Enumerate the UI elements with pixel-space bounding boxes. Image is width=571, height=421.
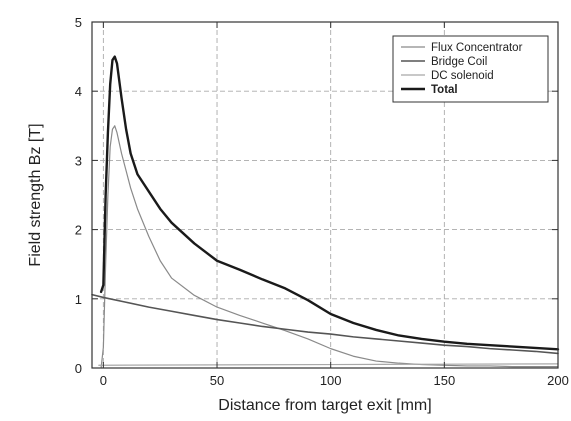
series-lines — [91, 55, 560, 369]
y-tick-label: 2 — [75, 223, 82, 238]
legend: Flux Concentrator Bridge Coil DC solenoid T… — [392, 35, 549, 103]
series-line-bridge-coil — [91, 293, 559, 355]
y-tick-label: 0 — [75, 361, 82, 376]
legend-label: Bridge Coil — [431, 56, 487, 68]
axis-ticks: 0 50 100 150 200 0 1 2 3 4 5 — [75, 15, 569, 388]
x-tick-label: 100 — [320, 373, 342, 388]
legend-label: Flux Concentrator — [431, 42, 523, 54]
y-tick-label: 1 — [75, 292, 82, 307]
y-tick-label: 4 — [75, 84, 82, 99]
plot-frame — [91, 21, 559, 369]
series-line-flux-concentrator — [100, 125, 559, 369]
x-tick-label: 150 — [433, 373, 455, 388]
y-tick-label: 5 — [75, 15, 82, 30]
legend-label: Total — [431, 84, 458, 96]
series-line-total — [99, 55, 560, 351]
x-tick-label: 0 — [100, 373, 107, 388]
x-tick-label: 200 — [547, 373, 569, 388]
x-axis-title: Distance from target exit [mm] — [218, 397, 431, 414]
y-axis-title: Field strength Bz [T] — [27, 123, 44, 266]
x-tick-label: 50 — [210, 373, 224, 388]
legend-label: DC solenoid — [431, 70, 494, 82]
series-line-dc-solenoid — [98, 363, 559, 366]
y-tick-label: 3 — [75, 153, 82, 168]
